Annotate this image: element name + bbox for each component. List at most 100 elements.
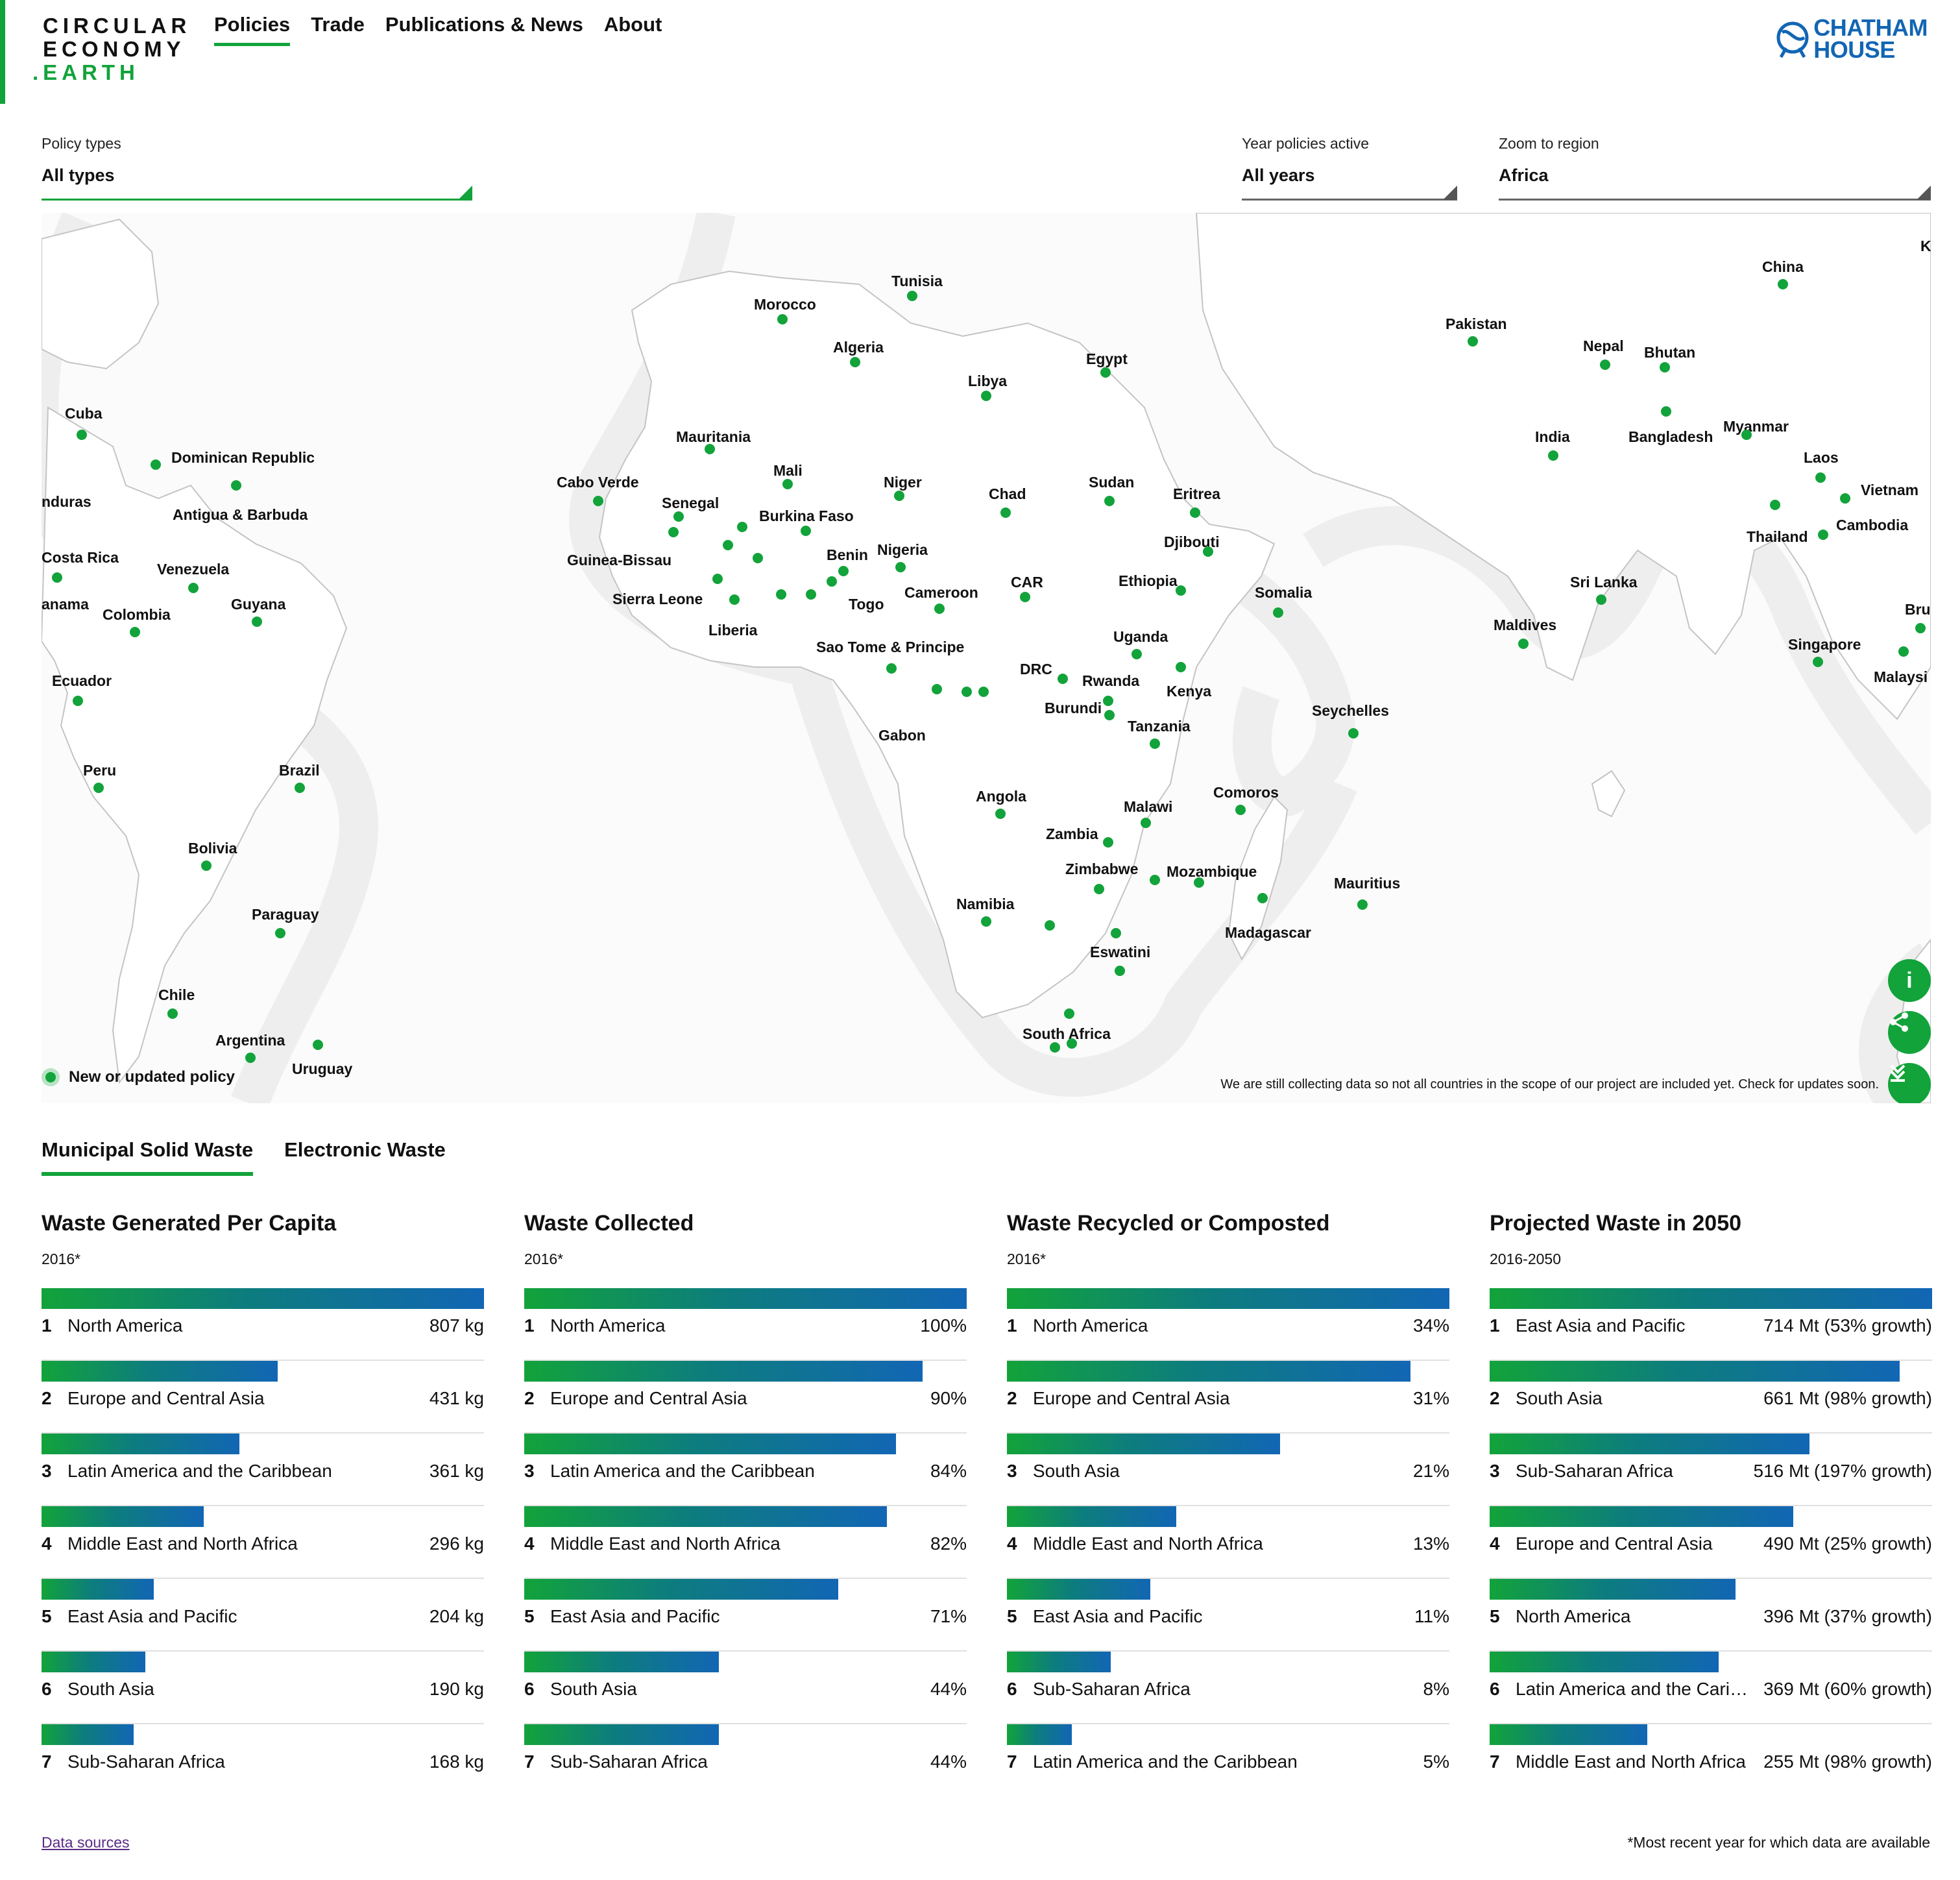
country-label-cameroon[interactable]: Cameroon [904, 584, 978, 601]
policy-dot[interactable] [1045, 920, 1055, 931]
country-label-k[interactable]: K [1920, 238, 1931, 254]
policy-dot-india[interactable] [1548, 450, 1558, 461]
country-label-chad[interactable]: Chad [989, 485, 1026, 502]
policy-dot-bru[interactable] [1915, 623, 1926, 633]
policy-dot-liberia[interactable] [729, 594, 740, 605]
country-label-burkina-faso[interactable]: Burkina Faso [759, 507, 854, 524]
tab-electronic-waste[interactable]: Electronic Waste [284, 1138, 446, 1161]
country-label-guinea-bissau[interactable]: Guinea-Bissau [567, 552, 672, 568]
year-select[interactable]: Year policies active All years [1242, 135, 1457, 201]
country-label-cambodia[interactable]: Cambodia [1836, 517, 1909, 533]
country-label-egypt[interactable]: Egypt [1086, 350, 1128, 367]
policy-dot-burkina-faso[interactable] [801, 526, 811, 536]
country-label-vietnam[interactable]: Vietnam [1861, 482, 1919, 498]
policy-dot-ethiopia[interactable] [1176, 585, 1186, 596]
policy-dot-bangladesh[interactable] [1661, 406, 1671, 417]
region-select[interactable]: Zoom to region Africa [1499, 135, 1931, 201]
country-label-seychelles[interactable]: Seychelles [1312, 702, 1389, 719]
country-label-car[interactable]: CAR [1011, 574, 1043, 591]
policy-dot[interactable] [1067, 1038, 1077, 1049]
country-label-senegal[interactable]: Senegal [662, 494, 720, 511]
policy-dot-togo[interactable] [827, 576, 837, 587]
country-label-china[interactable]: China [1762, 258, 1804, 275]
policy-dot-guyana[interactable] [252, 616, 262, 627]
policy-dot[interactable] [776, 589, 786, 600]
country-label-niger[interactable]: Niger [884, 474, 922, 491]
policy-dot-madagascar[interactable] [1257, 893, 1268, 903]
partner-logo[interactable]: CHATHAM HOUSE [1776, 16, 1928, 62]
policy-dot-mauritania[interactable] [705, 444, 715, 454]
country-label-sao-tome-principe[interactable]: Sao Tome & Principe [816, 639, 965, 655]
policy-dot-comoros[interactable] [1235, 805, 1246, 815]
country-label-costa-rica[interactable]: Costa Rica [42, 549, 119, 566]
policy-dot-niger[interactable] [894, 491, 904, 501]
country-label-sri-lanka[interactable]: Sri Lanka [1570, 574, 1638, 591]
country-label-drc[interactable]: DRC [1020, 661, 1052, 678]
country-label-benin[interactable]: Benin [827, 546, 868, 563]
nav-policies[interactable]: Policies [214, 13, 291, 46]
policy-dot-uruguay[interactable] [313, 1040, 323, 1050]
policy-dot-singapore[interactable] [1813, 657, 1823, 667]
country-label-mauritius[interactable]: Mauritius [1334, 875, 1401, 892]
policy-dot-venezuela[interactable] [188, 583, 199, 593]
policy-map[interactable]: New or updated policy We are still colle… [42, 213, 1931, 1103]
country-label-uganda[interactable]: Uganda [1113, 628, 1168, 645]
country-label-myanmar[interactable]: Myanmar [1723, 418, 1789, 435]
country-label-libya[interactable]: Libya [968, 372, 1008, 389]
country-label-singapore[interactable]: Singapore [1788, 636, 1861, 653]
country-label-pakistan[interactable]: Pakistan [1446, 315, 1507, 332]
policy-dot-peru[interactable] [93, 783, 104, 793]
country-label-gabon[interactable]: Gabon [878, 727, 926, 744]
policy-dot-zambia[interactable] [1103, 837, 1113, 848]
policy-dot-sao-tome-principe[interactable] [886, 663, 897, 674]
country-label-sudan[interactable]: Sudan [1089, 474, 1135, 491]
country-label-algeria[interactable]: Algeria [833, 339, 884, 356]
info-button[interactable]: i [1888, 959, 1931, 1002]
policy-dot[interactable] [753, 553, 763, 563]
policy-dot-antigua-barbuda[interactable] [231, 480, 241, 491]
policy-dot-vietnam[interactable] [1840, 493, 1850, 504]
policy-dot[interactable] [737, 522, 747, 532]
country-label-morocco[interactable]: Morocco [754, 296, 816, 313]
country-label-cuba[interactable]: Cuba [65, 405, 103, 422]
policy-dot-sri-lanka[interactable] [1596, 594, 1606, 605]
country-label-bolivia[interactable]: Bolivia [188, 840, 237, 857]
policy-dot-china[interactable] [1778, 279, 1788, 289]
country-label-thailand[interactable]: Thailand [1747, 528, 1808, 545]
policy-dot[interactable] [1050, 1042, 1060, 1053]
policy-dot-guinea-bissau[interactable] [668, 527, 679, 537]
policy-dot-laos[interactable] [1815, 472, 1826, 483]
policy-dot-senegal[interactable] [673, 511, 684, 522]
country-label-comoros[interactable]: Comoros [1213, 784, 1279, 801]
country-label-bangladesh[interactable]: Bangladesh [1628, 428, 1713, 445]
policy-dot-namibia[interactable] [981, 916, 991, 927]
policy-dot-algeria[interactable] [850, 357, 860, 367]
policy-dot-djibouti[interactable] [1203, 546, 1213, 557]
country-label-venezuela[interactable]: Venezuela [157, 561, 230, 578]
policy-dot-benin[interactable] [838, 566, 849, 576]
policy-dot[interactable] [962, 687, 972, 697]
policy-dot-uganda[interactable] [1131, 649, 1142, 659]
policy-dot-sierra-leone[interactable] [712, 574, 723, 584]
country-label-bru[interactable]: Bru [1905, 601, 1931, 618]
policy-dot-zimbabwe[interactable] [1094, 884, 1104, 894]
policy-dot-paraguay[interactable] [275, 928, 285, 938]
policy-dot-kenya[interactable] [1176, 662, 1186, 672]
country-label-laos[interactable]: Laos [1804, 449, 1839, 466]
policy-dot-somalia[interactable] [1273, 607, 1283, 618]
policy-dot-libya[interactable] [981, 391, 991, 401]
policy-dot[interactable] [1111, 928, 1121, 938]
policy-dot-eswatini[interactable] [1115, 966, 1125, 976]
policy-dot-argentina[interactable] [245, 1053, 256, 1063]
nav-trade[interactable]: Trade [311, 13, 365, 36]
country-label-tunisia[interactable]: Tunisia [891, 273, 943, 289]
country-label-anama[interactable]: anama [42, 596, 89, 613]
policy-dot-sudan[interactable] [1104, 496, 1115, 506]
country-label-nigeria[interactable]: Nigeria [877, 541, 928, 558]
country-label-mozambique[interactable]: Mozambique [1167, 863, 1257, 880]
country-label-cabo-verde[interactable]: Cabo Verde [557, 474, 639, 491]
policy-dot-malaysi[interactable] [1898, 646, 1909, 657]
policy-dot-south-africa[interactable] [1064, 1008, 1074, 1019]
policy-types-select[interactable]: Policy types All types [42, 135, 472, 201]
policy-dot-car[interactable] [1020, 592, 1030, 602]
